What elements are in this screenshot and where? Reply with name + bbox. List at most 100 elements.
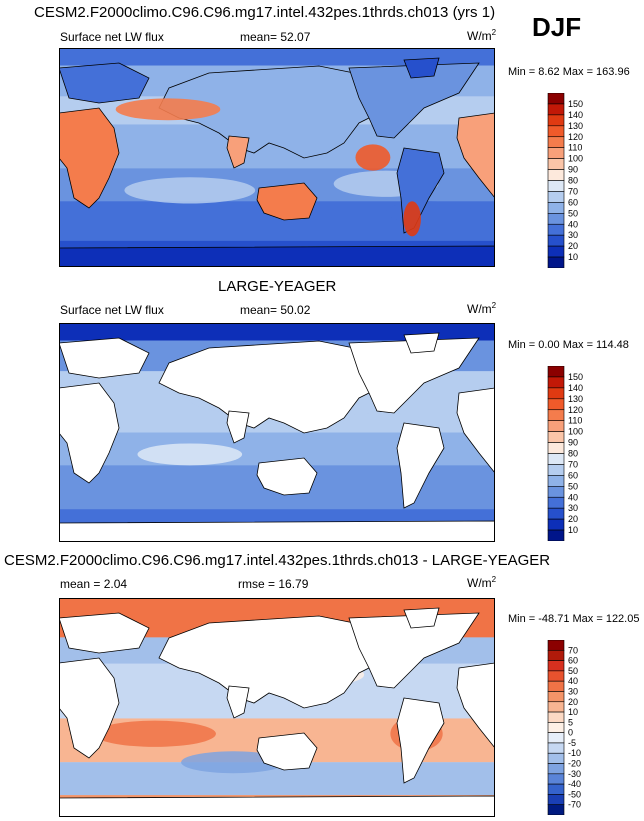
panel2-mean-label: mean=: [240, 303, 278, 317]
season-label: DJF: [532, 12, 582, 42]
colorbar-tick-label: 30: [568, 503, 578, 513]
panel2-title: LARGE-YEAGER: [218, 278, 337, 295]
land-africa2: [456, 662, 495, 749]
colorbar-tick-label: 80: [568, 176, 578, 186]
colorbar-swatch: [547, 398, 565, 411]
colorbar-tick-label: -50: [568, 789, 581, 799]
colorbar-tick-label: 150: [568, 372, 583, 382]
colorbar-swatch: [547, 180, 565, 192]
colorbar-swatch: [547, 147, 565, 159]
colorbar-tick-label: 150: [568, 99, 583, 109]
panel1-minmax: Min = 8.62 Max = 163.96: [508, 66, 630, 78]
land-field-blob: [115, 98, 221, 121]
colorbar-swatch: [547, 245, 565, 258]
land-greenland: [403, 332, 440, 354]
land-africa: [59, 382, 120, 484]
colorbar-swatch: [547, 431, 565, 443]
colorbar-tick-label: 120: [568, 132, 583, 142]
panel3-mean-value: 2.04: [103, 577, 128, 591]
land-india: [226, 410, 250, 444]
colorbar-tick-label: 20: [568, 514, 578, 524]
colorbar-swatch: [547, 420, 565, 432]
colorbar-swatch: [547, 223, 565, 236]
land-africa2: [456, 387, 495, 474]
panel2-mean-value: 50.02: [280, 303, 311, 317]
map-frame: [59, 48, 495, 267]
land-namerica: [348, 612, 480, 689]
land-africa: [59, 657, 120, 759]
colorbar-tick-label: 40: [568, 219, 578, 229]
panel3-rmse-value: 16.79: [278, 577, 309, 591]
colorbar-tick-label: 60: [568, 197, 578, 207]
colorbar-tick-label: 130: [568, 394, 583, 404]
field-blob: [137, 443, 243, 466]
panel2-variable: Surface net LW flux: [60, 303, 164, 317]
colorbar-swatch: [547, 742, 565, 754]
panel3-minmax: Min = -48.71 Max = 122.05: [508, 613, 640, 625]
land-field-blob: [355, 144, 391, 171]
colorbar-swatch: [547, 701, 565, 713]
land-antarctica: [59, 795, 495, 817]
colorbar-swatch: [547, 136, 565, 148]
colorbar-swatch: [547, 442, 565, 454]
colorbar-tick-label: 70: [568, 459, 578, 469]
panel3-title: CESM2.F2000climo.C96.C96.mg17.intel.432p…: [4, 552, 551, 569]
colorbar-swatch: [547, 158, 565, 170]
colorbar-tick-label: 140: [568, 383, 583, 393]
colorbar-swatch: [547, 114, 565, 127]
panel2-minmax: Min = 0.00 Max = 114.48: [508, 339, 629, 351]
colorbar-swatch: [547, 475, 565, 487]
colorbar-swatch: [547, 486, 565, 498]
colorbar-tick-label: 140: [568, 110, 583, 120]
colorbar-tick-label: 10: [568, 707, 578, 717]
colorbar-swatch: [547, 773, 565, 785]
land-australia: [256, 457, 318, 496]
panel1-mean: mean= 52.07: [240, 30, 310, 44]
land-namerica: [348, 62, 480, 139]
colorbar-swatch: [547, 376, 565, 389]
land-field-blob: [403, 201, 421, 237]
colorbar-tick-label: -40: [568, 779, 581, 789]
colorbar-swatch: [547, 387, 565, 400]
colorbar-swatch: [547, 518, 565, 531]
colorbar-tick-label: 60: [568, 656, 578, 666]
panel1-map: [59, 48, 495, 267]
land-antarctica: [59, 245, 495, 267]
panel1-mean-value: 52.07: [280, 30, 311, 44]
colorbar-tick-label: 50: [568, 481, 578, 491]
panel3-mean: mean = 2.04: [60, 577, 127, 591]
field-blob: [181, 751, 286, 774]
colorbar-tick-label: 50: [568, 666, 578, 676]
colorbar-swatch: [547, 507, 565, 520]
colorbar-tick-label: 20: [568, 697, 578, 707]
colorbar-swatch: [547, 660, 565, 672]
colorbar-tick-label: 5: [568, 717, 573, 727]
colorbar-swatch: [547, 409, 565, 421]
colorbar-tick-label: 110: [568, 416, 582, 426]
colorbar-swatch: [547, 191, 565, 203]
land-india: [226, 135, 250, 169]
colorbar-swatch: [547, 732, 565, 744]
land-greenland: [403, 57, 440, 79]
colorbar-tick-label: 130: [568, 121, 583, 131]
colorbar-tick-label: 90: [568, 438, 578, 448]
colorbar-swatch: [547, 794, 565, 806]
land-namerica: [348, 337, 480, 414]
colorbar-tick-label: 110: [568, 143, 582, 153]
colorbar-swatch: [547, 169, 565, 181]
field-blob: [93, 720, 216, 747]
colorbar-swatch: [547, 256, 565, 268]
panel3-rmse: rmse = 16.79: [238, 577, 308, 591]
colorbar-tick-label: -20: [568, 759, 581, 769]
land-greenland: [403, 607, 440, 629]
colorbar-swatch: [547, 93, 565, 105]
colorbar-tick-label: 120: [568, 405, 583, 415]
field-band: [59, 48, 495, 66]
panel1-variable: Surface net LW flux: [60, 30, 164, 44]
colorbar-swatch: [547, 529, 565, 541]
colorbar-tick-label: 100: [568, 154, 583, 164]
colorbar-tick-label: 80: [568, 449, 578, 459]
colorbar-tick-label: 40: [568, 492, 578, 502]
colorbar-tick-label: -10: [568, 748, 581, 758]
